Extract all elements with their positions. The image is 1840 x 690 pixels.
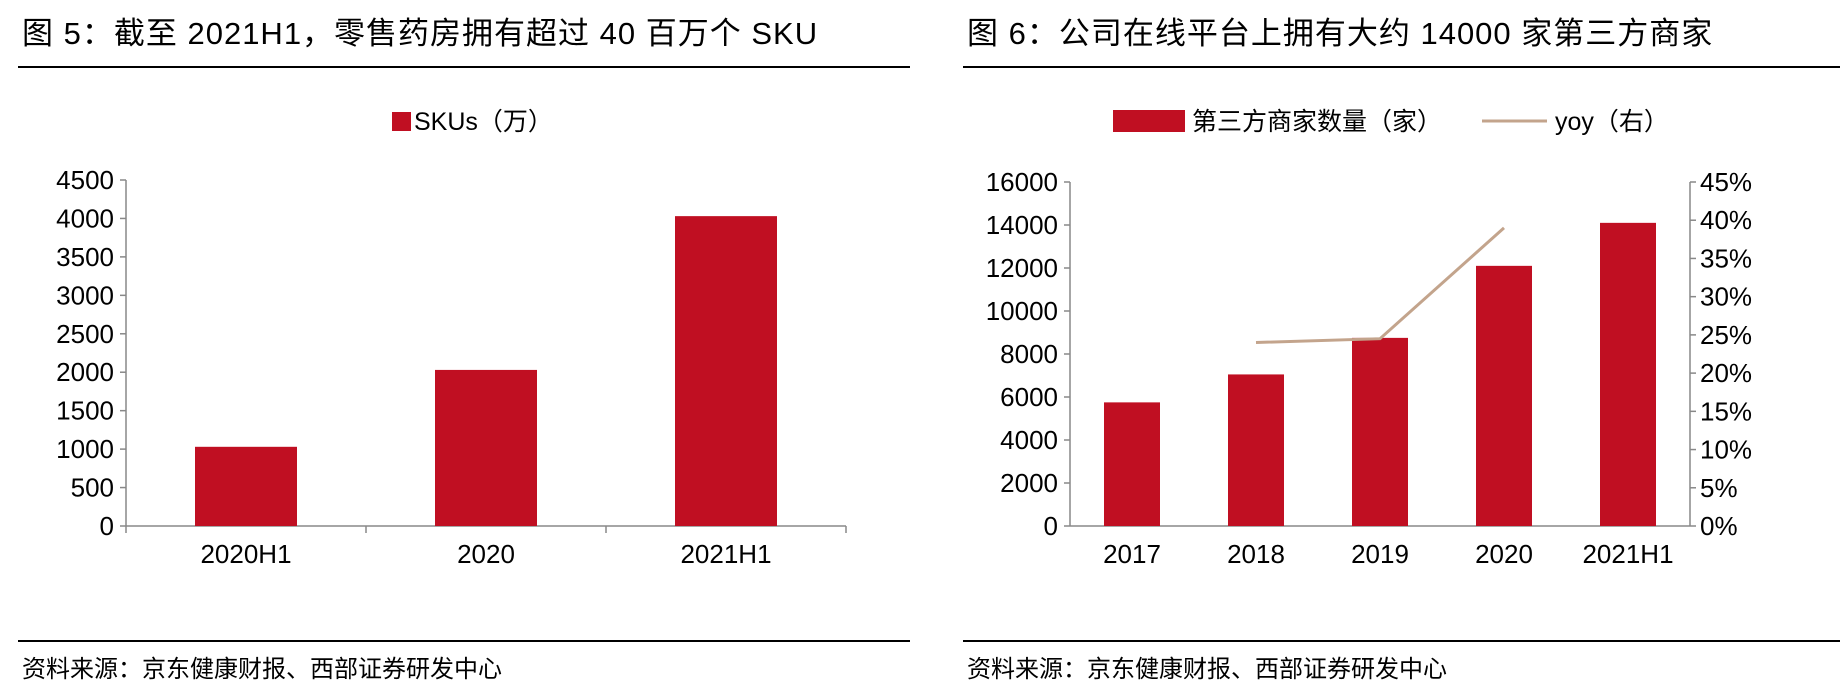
legend-swatch	[1113, 110, 1185, 132]
source-rule	[963, 640, 1840, 642]
y-tick-label: 0	[100, 511, 114, 541]
x-tick-label: 2021H1	[680, 539, 771, 569]
bar	[1228, 374, 1284, 526]
figure-5-panel: 图 5：截至 2021H1，零售药房拥有超过 40 百万个 SKU SKUs（万…	[0, 0, 910, 690]
x-tick-label: 2020	[1475, 539, 1533, 569]
x-tick-label: 2020H1	[200, 539, 291, 569]
y-tick-label: 2000	[56, 357, 114, 387]
y-tick-label: 1500	[56, 396, 114, 426]
y2-tick-label: 25%	[1700, 320, 1752, 350]
x-tick-label: 2018	[1227, 539, 1285, 569]
figure-title: 图 5：截至 2021H1，零售药房拥有超过 40 百万个 SKU	[22, 16, 819, 51]
y-tick-label: 0	[1044, 511, 1058, 541]
figure-title: 图 6：公司在线平台上拥有大约 14000 家第三方商家	[967, 16, 1714, 51]
y-tick-label: 16000	[986, 167, 1058, 197]
y-tick-label: 500	[71, 473, 114, 503]
y-tick-label: 10000	[986, 296, 1058, 326]
sku-bar-chart: SKUs（万） 0 500 1000 1500 2000 2500 3000 3500 4000 4…	[56, 108, 847, 569]
y2-tick-label: 35%	[1700, 243, 1752, 273]
bar	[675, 216, 777, 526]
y-tick-label: 1000	[56, 434, 114, 464]
y-tick-label: 14000	[986, 210, 1058, 240]
y-tick-label: 3500	[56, 242, 114, 272]
x-tick-label: 2021H1	[1582, 539, 1673, 569]
source-note: 资料来源：京东健康财报、西部证券研发中心	[967, 655, 1447, 683]
legend-label: yoy（右）	[1555, 108, 1669, 136]
legend-label: SKUs（万）	[414, 108, 553, 136]
yoy-line	[1255, 226, 1505, 344]
figure-6-panel: 图 6：公司在线平台上拥有大约 14000 家第三方商家 第三方商家数量（家） y…	[945, 0, 1840, 690]
y2-tick-label: 0%	[1700, 511, 1738, 541]
y2-tick-label: 5%	[1700, 473, 1738, 503]
legend-swatch	[392, 112, 411, 131]
bar	[195, 446, 297, 526]
y-tick-label: 4000	[56, 203, 114, 233]
x-tick-label: 2019	[1351, 539, 1409, 569]
y-tick-label: 8000	[1000, 339, 1058, 369]
merchant-combo-chart: 第三方商家数量（家） yoy（右） 0 2000 4000 6000 8000 10000 12…	[986, 108, 1752, 569]
source-rule	[18, 640, 910, 642]
y2-tick-label: 30%	[1700, 282, 1752, 312]
legend-label: 第三方商家数量（家）	[1192, 108, 1442, 136]
source-note: 资料来源：京东健康财报、西部证券研发中心	[22, 655, 502, 683]
x-tick-label: 2017	[1103, 539, 1161, 569]
y-tick-label: 12000	[986, 253, 1058, 283]
y2-tick-label: 15%	[1700, 396, 1752, 426]
y-tick-label: 2500	[56, 319, 114, 349]
y-tick-label: 4500	[56, 165, 114, 195]
y2-tick-label: 40%	[1700, 205, 1752, 235]
x-tick-label: 2020	[457, 539, 515, 569]
title-rule	[963, 66, 1840, 68]
y-tick-label: 2000	[1000, 468, 1058, 498]
bar	[1352, 337, 1408, 526]
y-tick-label: 4000	[1000, 425, 1058, 455]
title-rule	[18, 66, 910, 68]
bar	[1104, 402, 1160, 526]
y2-tick-label: 20%	[1700, 358, 1752, 388]
y2-tick-label: 45%	[1700, 167, 1752, 197]
y-tick-label: 6000	[1000, 382, 1058, 412]
bar	[435, 369, 537, 526]
y2-tick-label: 10%	[1700, 435, 1752, 465]
bar	[1476, 265, 1532, 526]
y-tick-label: 3000	[56, 280, 114, 310]
bar	[1600, 222, 1656, 526]
